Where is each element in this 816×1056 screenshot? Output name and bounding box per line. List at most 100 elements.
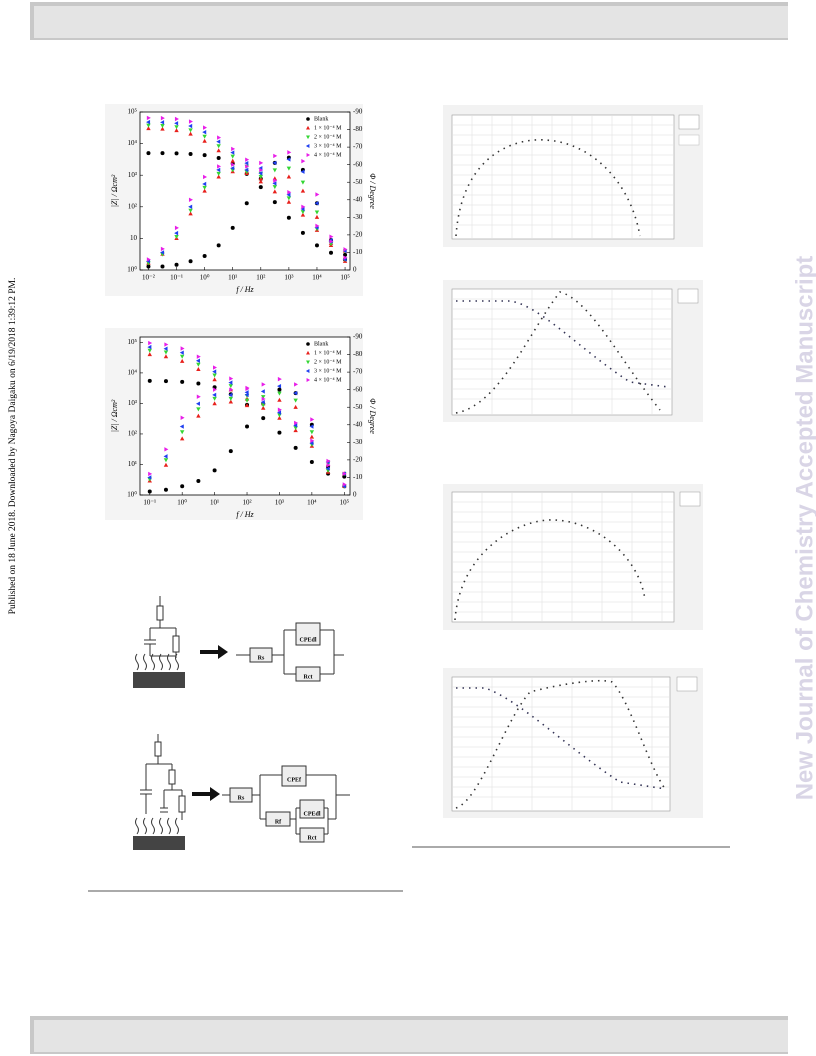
data-point — [244, 201, 249, 206]
data-point — [148, 340, 153, 346]
data-point — [272, 181, 277, 186]
data-point — [273, 153, 278, 159]
data-point — [188, 259, 193, 264]
data-point — [216, 167, 221, 173]
data-point — [244, 167, 249, 173]
data-point — [259, 160, 264, 166]
data-point — [326, 462, 331, 468]
data-point — [293, 390, 298, 396]
y-tick-label: 10² — [128, 202, 137, 210]
x-tick-label: 10⁻² — [142, 274, 155, 282]
data-point — [163, 458, 169, 463]
data-point — [174, 116, 179, 122]
y2-axis-label: Φ / Degree — [368, 398, 377, 434]
data-point — [174, 262, 179, 267]
circuit-label: Rct — [308, 835, 317, 841]
data-point — [179, 430, 185, 435]
x-tick-label: 10⁵ — [340, 499, 350, 507]
data-point — [163, 487, 168, 492]
data-point — [202, 129, 207, 135]
y2-axis-label: Φ / Degree — [368, 173, 377, 209]
data-point — [228, 449, 233, 454]
data-point — [160, 250, 165, 255]
legend-marker — [306, 117, 310, 121]
y-axis-label: |Z| / Ωcm² — [110, 174, 119, 207]
data-point — [216, 171, 221, 176]
y-tick-label: 10⁵ — [128, 338, 138, 346]
data-point — [174, 235, 179, 240]
data-point — [261, 416, 266, 421]
x-tick-label: 10² — [242, 499, 251, 507]
data-point — [228, 399, 234, 404]
data-point — [272, 160, 277, 166]
data-point — [245, 164, 250, 169]
data-point — [163, 379, 168, 384]
data-point — [314, 201, 319, 206]
y2-tick-label: -10 — [353, 473, 363, 481]
legend-label: 4 × 10⁻⁴ M — [314, 152, 342, 158]
data-point — [212, 468, 217, 473]
data-point — [261, 382, 266, 387]
data-point — [146, 119, 151, 125]
data-point — [196, 478, 201, 483]
fit-screenshot — [443, 668, 703, 818]
y-tick-label: 10⁰ — [127, 266, 137, 274]
legend-label: 3 × 10⁻⁴ M — [314, 143, 342, 149]
data-point — [259, 167, 264, 173]
legend-marker — [305, 144, 310, 148]
data-point — [231, 162, 236, 167]
data-point — [188, 151, 193, 156]
data-point — [212, 396, 217, 401]
y2-tick-label: -70 — [353, 368, 363, 376]
y-tick-label: 10 — [130, 234, 138, 242]
data-point — [160, 264, 165, 269]
data-point — [188, 119, 193, 124]
y2-tick-label: -30 — [353, 213, 363, 221]
y2-tick-label: -60 — [353, 160, 363, 168]
data-point — [310, 438, 315, 443]
data-point — [258, 175, 263, 180]
y2-tick-label: -80 — [353, 125, 363, 133]
data-point — [212, 377, 217, 382]
x-tick-label: 10¹ — [228, 274, 237, 282]
data-point — [261, 403, 266, 408]
data-point — [309, 440, 314, 446]
data-point — [277, 383, 282, 389]
data-point — [188, 131, 193, 136]
data-point — [188, 123, 193, 129]
data-point — [286, 215, 291, 220]
x-axis-label: f / Hz — [236, 510, 254, 519]
y2-tick-label: -40 — [353, 195, 363, 203]
data-point — [287, 150, 292, 155]
data-point — [286, 157, 291, 162]
data-point — [228, 384, 234, 389]
data-point — [300, 212, 306, 217]
data-point — [163, 346, 168, 351]
data-point — [147, 344, 152, 350]
data-point — [216, 243, 221, 248]
legend-label: 3 × 10⁻⁴ M — [314, 368, 342, 374]
legend-label: 2 × 10⁻⁴ M — [314, 359, 342, 365]
y-axis-label: |Z| / Ωcm² — [110, 399, 119, 432]
data-point — [174, 230, 179, 236]
y2-tick-label: -50 — [353, 403, 363, 411]
footer-bar-inner — [34, 1020, 788, 1052]
data-point — [286, 196, 292, 201]
data-point — [146, 151, 151, 156]
data-point — [315, 223, 320, 229]
circuit-figure — [133, 596, 344, 688]
data-point — [196, 367, 201, 372]
data-point — [217, 135, 222, 140]
data-point — [229, 376, 234, 381]
y-tick-label: 10⁵ — [128, 108, 138, 116]
data-point — [272, 168, 278, 173]
x-tick-label: 10⁻¹ — [170, 274, 183, 282]
circuit-label: Rct — [304, 674, 313, 680]
data-point — [216, 156, 221, 161]
circuit-label: CPEf — [287, 777, 302, 783]
data-point — [272, 200, 277, 205]
data-point — [164, 342, 169, 347]
x-tick-label: 10¹ — [210, 499, 219, 507]
data-point — [147, 348, 152, 353]
